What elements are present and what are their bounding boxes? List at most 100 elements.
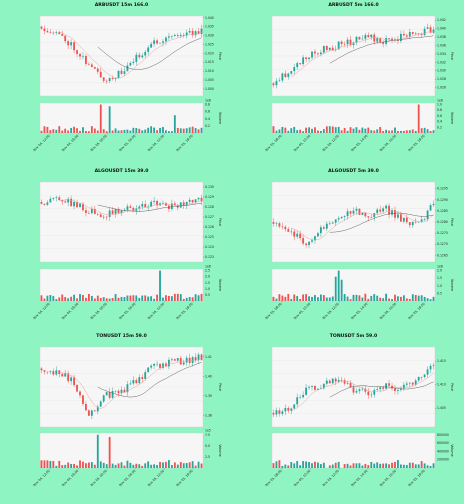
chart-algousdt-15m: ALGOUSDT 15m 39.00.1300.1290.1280.1270.1…: [32, 168, 222, 320]
volume-bar: [177, 465, 179, 468]
candle-body: [201, 198, 203, 202]
volume-tick-label: 800000: [437, 433, 449, 437]
volume-bar: [376, 129, 378, 133]
candle-body: [290, 71, 292, 73]
candle-body: [141, 204, 143, 206]
candle-body: [106, 392, 108, 395]
candle-body: [112, 78, 114, 79]
candle-body: [370, 217, 372, 218]
volume-bar: [153, 464, 155, 468]
volume-bar: [412, 463, 414, 468]
candle-body: [329, 381, 331, 384]
volume-bar: [189, 462, 191, 468]
volume-bar: [293, 127, 295, 133]
volume-bar: [430, 131, 432, 133]
candle-body: [129, 63, 131, 66]
candle-body: [409, 222, 411, 225]
candle-body: [52, 33, 54, 34]
volume-bar: [46, 460, 48, 468]
volume-bar: [400, 464, 402, 468]
volume-bar: [147, 297, 149, 301]
candle-body: [385, 383, 387, 388]
candle-body: [127, 66, 129, 72]
candle-body: [79, 392, 81, 396]
volume-tick-label: 0.5: [205, 293, 210, 297]
candle-body: [299, 234, 301, 238]
y-tick-label: 1.410: [437, 383, 446, 387]
candle-body: [183, 202, 185, 205]
candle-body: [127, 206, 129, 209]
volume-bar: [183, 129, 185, 133]
volume-bar: [186, 463, 188, 468]
candle-body: [359, 209, 361, 215]
volume-bar: [373, 294, 375, 301]
candle-body: [391, 39, 393, 40]
volume-bar: [64, 465, 66, 468]
candle-body: [198, 198, 200, 200]
volume-bar: [97, 435, 99, 468]
volume-bar: [180, 462, 182, 468]
candle-body: [424, 219, 426, 220]
volume-tick-label: 0.4: [437, 120, 442, 124]
candle-body: [406, 35, 408, 36]
y-tick-label: 0.1270: [437, 242, 448, 246]
candle-body: [400, 34, 402, 41]
volume-bar: [373, 464, 375, 468]
volume-bar: [171, 465, 173, 468]
candle-body: [121, 71, 123, 74]
volume-bar: [314, 127, 316, 133]
candle-body: [106, 217, 108, 218]
volume-bar: [311, 129, 313, 133]
volume-bar: [308, 127, 310, 133]
candle-body: [359, 389, 361, 391]
candle-body: [198, 355, 200, 361]
volume-bar: [317, 463, 319, 468]
volume-bar: [127, 296, 129, 301]
volume-tick-label: 400000: [437, 449, 449, 453]
candle-body: [195, 199, 197, 202]
y-tick-label: 1.025: [205, 42, 214, 46]
candle-body: [427, 369, 429, 374]
volume-bar: [103, 129, 105, 133]
volume-bar: [150, 465, 152, 468]
volume-bar: [430, 466, 432, 468]
candle-body: [171, 359, 173, 360]
candle-body: [76, 50, 78, 54]
volume-bar: [82, 295, 84, 301]
candle-body: [46, 202, 48, 204]
volume-bar: [350, 465, 352, 468]
candle-body: [58, 197, 60, 200]
y-tick-label: 1.030: [205, 34, 214, 38]
volume-bar: [180, 128, 182, 133]
candle-body: [329, 223, 331, 224]
volume-bar: [85, 131, 87, 133]
volume-bar: [418, 105, 420, 134]
volume-bar: [88, 462, 90, 468]
volume-scale-label: 1e5: [205, 429, 211, 433]
candle-body: [385, 206, 387, 209]
volume-bar: [106, 298, 108, 301]
candle-body: [192, 200, 194, 202]
candle-body: [115, 209, 117, 214]
volume-scale-label: 1e6: [205, 265, 211, 269]
volume-bar: [165, 130, 167, 133]
volume-bar: [317, 131, 319, 133]
volume-bar: [141, 466, 143, 468]
volume-bar: [189, 127, 191, 133]
candle-body: [278, 410, 280, 414]
candle-body: [284, 73, 286, 77]
candle-body: [58, 32, 60, 34]
volume-bar: [397, 131, 399, 133]
volume-tick-label: 0.2: [437, 125, 442, 129]
candle-body: [180, 35, 182, 36]
volume-bar: [132, 465, 134, 468]
candle-body: [356, 209, 358, 211]
volume-bar: [314, 462, 316, 468]
x-tick-label: Nov 05, 14:00: [350, 469, 368, 487]
candle-body: [341, 42, 343, 44]
volume-bar: [201, 464, 203, 468]
candle-body: [305, 388, 307, 395]
candle-body: [299, 397, 301, 398]
volume-bar: [127, 130, 129, 133]
